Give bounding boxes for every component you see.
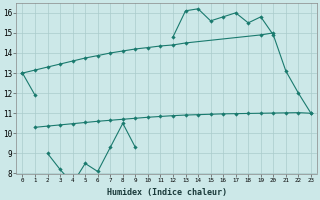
X-axis label: Humidex (Indice chaleur): Humidex (Indice chaleur) (107, 188, 227, 197)
